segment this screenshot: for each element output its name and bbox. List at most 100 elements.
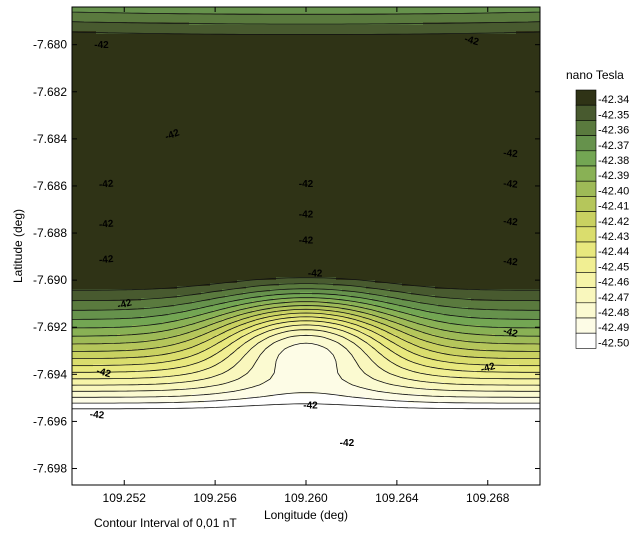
field-cell: [327, 46, 331, 50]
field-cell: [108, 40, 112, 44]
field-cell: [354, 37, 358, 41]
field-cell: [348, 25, 352, 29]
field-cell: [531, 37, 535, 41]
field-cell: [336, 10, 340, 14]
field-cell: [444, 25, 448, 29]
field-cell: [210, 43, 214, 47]
field-cell: [525, 37, 529, 41]
field-cell: [432, 43, 436, 47]
field-cell: [321, 25, 325, 29]
field-cell: [333, 34, 337, 38]
field-cell: [129, 28, 133, 32]
field-cell: [516, 16, 520, 20]
field-cell: [471, 37, 475, 41]
field-cell: [255, 13, 259, 17]
field-cell: [315, 10, 319, 14]
field-cell: [450, 34, 454, 38]
field-cell: [489, 13, 493, 17]
field-cell: [387, 28, 391, 32]
field-cell: [210, 34, 214, 38]
field-cell: [102, 10, 106, 14]
field-cell: [240, 34, 244, 38]
field-cell: [87, 22, 91, 26]
field-cell: [84, 49, 88, 53]
field-cell: [237, 16, 241, 20]
field-cell: [393, 19, 397, 23]
field-cell: [339, 31, 343, 35]
field-cell: [510, 43, 514, 47]
field-cell: [291, 28, 295, 32]
field-cell: [321, 31, 325, 35]
field-cell: [276, 43, 280, 47]
field-cell: [288, 43, 292, 47]
field-cell: [285, 16, 289, 20]
field-cell: [129, 37, 133, 41]
field-cell: [330, 10, 334, 14]
field-cell: [174, 13, 178, 17]
field-cell: [252, 7, 256, 11]
field-cell: [393, 25, 397, 29]
field-cell: [345, 13, 349, 17]
field-cell: [366, 46, 370, 50]
field-cell: [444, 43, 448, 47]
field-cell: [354, 46, 358, 50]
field-cell: [87, 10, 91, 14]
field-cell: [189, 37, 193, 41]
field-cell: [531, 34, 535, 38]
field-cell: [162, 40, 166, 44]
field-cell: [450, 25, 454, 29]
field-cell: [456, 19, 460, 23]
field-cell: [405, 13, 409, 17]
field-cell: [294, 43, 298, 47]
field-cell: [471, 28, 475, 32]
field-cell: [285, 13, 289, 17]
field-cell: [330, 16, 334, 20]
field-cell: [168, 7, 172, 11]
field-cell: [534, 37, 538, 41]
field-cell: [129, 40, 133, 44]
field-cell: [255, 43, 259, 47]
field-cell: [165, 10, 169, 14]
field-cell: [222, 34, 226, 38]
field-cell: [240, 10, 244, 14]
field-cell: [249, 13, 253, 17]
field-cell: [222, 43, 226, 47]
field-cell: [270, 10, 274, 14]
field-cell: [459, 25, 463, 29]
field-cell: [99, 16, 103, 20]
field-cell: [117, 10, 121, 14]
field-cell: [285, 43, 289, 47]
field-cell: [375, 34, 379, 38]
field-cell: [231, 43, 235, 47]
field-cell: [483, 19, 487, 23]
field-cell: [453, 10, 457, 14]
field-cell: [120, 46, 124, 50]
field-cell: [312, 37, 316, 41]
field-cell: [201, 43, 205, 47]
field-cell: [447, 34, 451, 38]
field-cell: [336, 31, 340, 35]
field-cell: [156, 37, 160, 41]
field-cell: [537, 16, 540, 20]
field-cell: [492, 37, 496, 41]
field-cell: [228, 19, 232, 23]
field-cell: [222, 46, 226, 50]
field-cell: [519, 25, 523, 29]
field-cell: [531, 43, 535, 47]
field-cell: [417, 31, 421, 35]
field-cell: [126, 16, 130, 20]
field-cell: [192, 25, 196, 29]
field-cell: [282, 31, 286, 35]
field-cell: [246, 46, 250, 50]
field-cell: [429, 13, 433, 17]
field-cell: [435, 13, 439, 17]
field-cell: [324, 31, 328, 35]
field-cell: [471, 31, 475, 35]
field-cell: [417, 25, 421, 29]
field-cell: [231, 25, 235, 29]
field-cell: [264, 25, 268, 29]
field-cell: [336, 28, 340, 32]
field-cell: [318, 46, 322, 50]
field-cell: [420, 25, 424, 29]
field-cell: [144, 7, 148, 11]
